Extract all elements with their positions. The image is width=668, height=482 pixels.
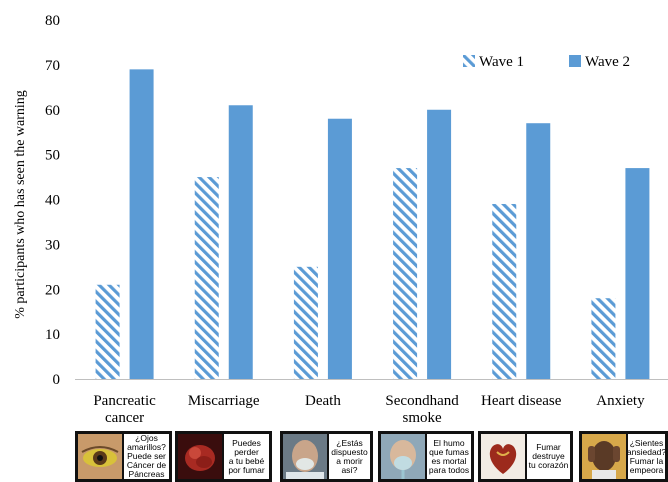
legend: Wave 1 Wave 2 — [463, 54, 630, 70]
bar-wave-1-secondhand-smoke — [393, 168, 418, 379]
y-tick-label: 0 — [53, 372, 61, 388]
x-tick-label: cancer — [105, 410, 144, 426]
warning-thumb-heart-disease: Fumar destruye tu corazón — [478, 431, 573, 482]
warning-label-images: ¿Ojos amarillos? Puede ser Cáncer de Pán… — [0, 431, 668, 482]
y-tick-label: 60 — [45, 103, 60, 119]
y-axis-label: % participants who has seen the warning — [13, 90, 28, 319]
bar-wave-1-miscarriage — [194, 177, 219, 379]
x-tick-label: smoke — [402, 410, 442, 426]
y-tick-label: 80 — [45, 13, 60, 29]
legend-label-wave-1: Wave 1 — [479, 54, 524, 70]
bar-wave-1-heart-disease — [492, 203, 517, 379]
warning-thumb-secondhand-smoke: El humo que fumas es mortal para todos — [378, 431, 474, 482]
legend-swatch-wave-2 — [569, 55, 581, 67]
y-tick-label: 50 — [45, 148, 60, 164]
warning-text-secondhand-smoke: El humo que fumas es mortal para todos — [427, 434, 471, 479]
bar-wave-2-heart-disease — [526, 123, 551, 380]
warning-thumb-pancreatic-cancer: ¿Ojos amarillos? Puede ser Cáncer de Pán… — [75, 431, 172, 482]
y-tick-label: 30 — [45, 237, 60, 253]
x-tick-label: Heart disease — [481, 393, 562, 409]
warning-text-pancreatic-cancer: ¿Ojos amarillos? Puede ser Cáncer de Pán… — [124, 434, 169, 479]
bar-wave-2-death — [327, 118, 352, 379]
bar-wave-2-anxiety — [625, 168, 650, 379]
y-tick-label: 20 — [45, 282, 60, 298]
x-tick-label: Miscarriage — [188, 393, 260, 409]
yellow-eye-photo — [78, 434, 122, 479]
bar-wave-2-miscarriage — [228, 105, 253, 379]
fetus-photo — [178, 434, 222, 479]
legend-label-wave-2: Wave 2 — [585, 54, 630, 70]
x-tick-label: Death — [305, 393, 341, 409]
child-with-oxygen-mask-photo — [381, 434, 425, 479]
x-tick-label: Anxiety — [596, 393, 645, 409]
legend-swatch-wave-1 — [463, 55, 475, 67]
bar-wave-1-anxiety — [591, 298, 616, 379]
x-tick-label: Secondhand — [385, 393, 459, 409]
y-tick-label: 70 — [45, 58, 60, 74]
warning-text-heart-disease: Fumar destruye tu corazón — [527, 434, 570, 479]
bar-wave-2-secondhand-smoke — [427, 109, 452, 379]
bar-wave-1-death — [293, 266, 318, 379]
warning-text-miscarriage: Puedes perder a tu bebé por fumar — [224, 434, 269, 479]
anxious-man-photo — [582, 434, 626, 479]
y-tick-label: 40 — [45, 193, 60, 209]
warning-thumb-miscarriage: Puedes perder a tu bebé por fumar — [175, 431, 272, 482]
warning-thumb-death: ¿Estás dispuesto a morir así? — [280, 431, 373, 482]
bar-wave-2-pancreatic-cancer — [129, 69, 154, 380]
bar-wave-1-pancreatic-cancer — [95, 284, 120, 379]
y-tick-label: 10 — [45, 327, 60, 343]
x-tick-label: Pancreatic — [93, 393, 156, 409]
warning-text-death: ¿Estás dispuesto a morir así? — [329, 434, 370, 479]
warning-text-anxiety: ¿Sientes ansiedad? Fumar la empeora — [628, 434, 665, 479]
patient-with-oxygen-mask-photo — [283, 434, 327, 479]
diseased-heart-photo — [481, 434, 525, 479]
warning-thumb-anxiety: ¿Sientes ansiedad? Fumar la empeora — [579, 431, 668, 482]
